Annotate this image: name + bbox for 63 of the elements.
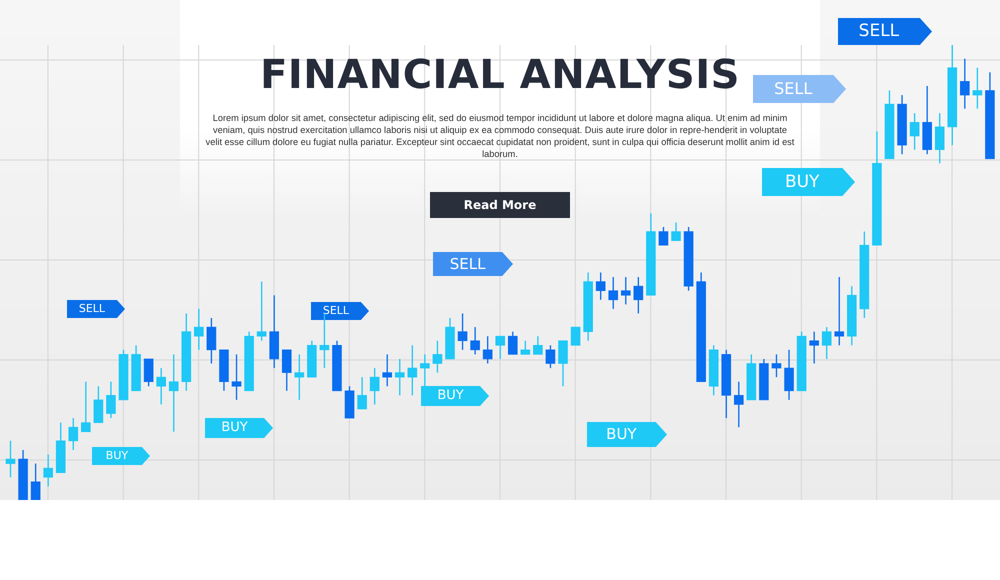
candlestick	[432, 340, 442, 374]
candlestick	[320, 312, 330, 369]
annotation: BUY	[784, 171, 820, 194]
candlestick	[495, 336, 506, 360]
candlestick	[520, 340, 530, 356]
candlestick	[370, 367, 380, 406]
candlestick	[458, 312, 468, 350]
candlestick	[533, 336, 543, 356]
candlestick	[671, 222, 681, 242]
candlestick	[546, 344, 556, 369]
candlestick	[194, 308, 204, 350]
candlestick	[106, 381, 116, 419]
candlestick	[634, 276, 644, 314]
candlestick	[168, 354, 179, 432]
candlestick	[94, 386, 104, 424]
candlestick	[910, 112, 920, 150]
candlestick	[772, 354, 782, 378]
annotation: SELL	[322, 303, 350, 319]
annotation: BUY	[220, 419, 249, 437]
candlestick	[972, 67, 982, 110]
candlestick	[620, 276, 631, 305]
candlestick	[658, 226, 668, 246]
candlestick	[934, 112, 945, 164]
annotation: BUY	[436, 387, 465, 405]
candlestick	[470, 326, 480, 356]
candlestick	[394, 358, 405, 396]
candlestick	[382, 354, 392, 387]
candlestick	[960, 58, 970, 110]
annotation: BUY	[104, 448, 130, 464]
candlestick	[30, 462, 40, 500]
candlestick	[482, 336, 492, 364]
candlestick	[508, 331, 518, 356]
candlestick	[6, 440, 16, 478]
candlestick	[294, 354, 304, 401]
candlestick	[420, 354, 430, 387]
candlestick	[282, 349, 292, 392]
candlestick	[834, 276, 844, 346]
annotation: BUY	[605, 424, 638, 445]
candlestick	[408, 344, 418, 396]
text: SELL	[858, 20, 900, 43]
annotation: SELL	[773, 78, 814, 100]
candlestick	[206, 317, 216, 364]
candlestick	[822, 326, 832, 360]
candlestick	[734, 381, 744, 428]
candlestick	[608, 276, 618, 310]
chart-title: FINANCIAL ANALYSIS	[260, 52, 740, 98]
candlestick	[558, 340, 568, 387]
candlestick	[156, 367, 166, 406]
candlestick	[144, 358, 154, 387]
candlestick	[81, 381, 91, 432]
candlestick	[596, 272, 606, 300]
candlestick	[68, 417, 78, 451]
candlestick	[570, 326, 580, 346]
annotation: SELL	[448, 254, 486, 275]
candlestick	[232, 354, 242, 401]
candlestick	[784, 349, 794, 401]
button: Read More	[430, 192, 570, 218]
candlestick	[256, 280, 266, 342]
annotation: SELL	[78, 301, 106, 317]
candlestick	[809, 331, 819, 364]
candlestick	[43, 454, 53, 487]
candlestick	[357, 376, 367, 410]
text: Lorem ipsum dolor sit amet, consectetur adipiscing elit, sed do eiusmod tempor incididunt ut labore et dolore magna aliqua. Ut enim ad minim veniam, quis nostrud exercitation ullamco laboris nisi ut aliquip ex ea commodo consequat. Duis aute irure dolor in repre-henderit in voluptate velit esse cillum dolore eu fugiat nulla pariatur. Excepteur sint occaecat cupidatat non proident, sunt in culpa qui officia deserunt mollit anim id est laborum.	[205, 112, 795, 160]
